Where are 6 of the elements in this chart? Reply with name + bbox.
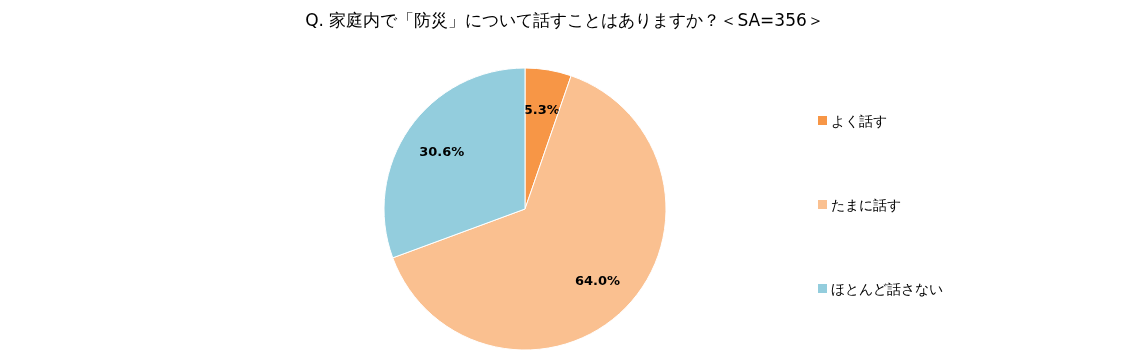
chart-title: Q. 家庭内で「防災」について話すことはありますか？＜SA=356＞ xyxy=(305,10,824,30)
data-label: 64.0% xyxy=(574,273,621,289)
legend-label: よく話す xyxy=(831,113,887,129)
legend-label: たまに話す xyxy=(831,197,901,213)
data-label: 30.6% xyxy=(419,143,465,159)
legend-label: ほとんど話さない xyxy=(831,281,943,297)
